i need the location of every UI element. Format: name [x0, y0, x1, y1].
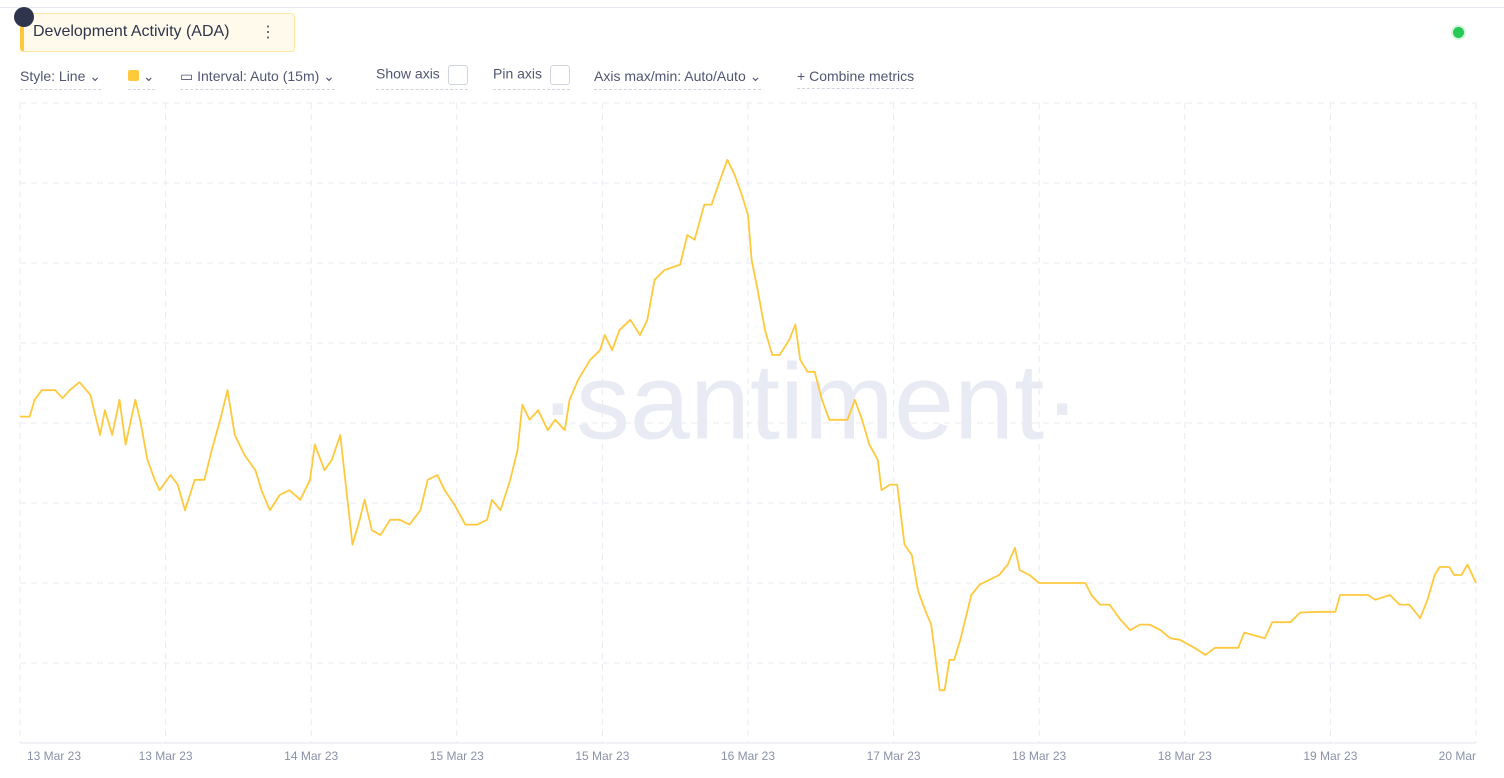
lock-icon	[14, 7, 34, 27]
status-dot	[1453, 27, 1464, 38]
interval-label: Interval: Auto (15m)	[197, 68, 320, 84]
x-tick-label: 15 Mar 23	[575, 749, 629, 763]
show-axis-label: Show axis	[376, 65, 440, 82]
color-select[interactable]: ⌄	[128, 68, 155, 90]
axis-minmax[interactable]: Axis max/min: Auto/Auto ⌄	[594, 68, 762, 90]
pin-axis[interactable]: Pin axis	[493, 65, 571, 90]
x-tick-label: 19 Mar 23	[1303, 749, 1357, 763]
show-axis[interactable]: Show axis	[376, 65, 468, 90]
x-tick-label: 17 Mar 23	[867, 749, 921, 763]
x-tick-label: 13 Mar 23	[27, 749, 81, 763]
pin-axis-label: Pin axis	[493, 65, 543, 82]
axis-minmax-label: Axis max/min: Auto/Auto	[594, 68, 746, 84]
watermark: ·santiment·	[540, 341, 1080, 462]
data-line	[20, 158, 1477, 692]
style-label: Style: Line	[20, 68, 86, 84]
x-tick-label: 13 Mar 23	[139, 749, 193, 763]
style-select[interactable]: Style: Line ⌄	[20, 68, 101, 90]
combine-metrics[interactable]: + Combine metrics	[797, 68, 915, 89]
metric-title: Development Activity (ADA)	[33, 23, 230, 40]
x-tick-label: 18 Mar 23	[1158, 749, 1212, 763]
x-tick-label: 14 Mar 23	[284, 749, 338, 763]
x-tick-label: 15 Mar 23	[430, 749, 484, 763]
x-tick-label: 18 Mar 23	[1012, 749, 1066, 763]
menu-icon[interactable]: ⋮	[260, 24, 276, 41]
combine-label: Combine metrics	[809, 68, 915, 84]
interval-select[interactable]: ▭ Interval: Auto (15m) ⌄	[180, 68, 335, 90]
metric-chip[interactable]: Development Activity (ADA) ⋮	[20, 13, 295, 52]
top-border	[0, 7, 1504, 8]
x-tick-label: 16 Mar 23	[721, 749, 775, 763]
x-tick-label: 20 Mar	[1439, 749, 1476, 763]
